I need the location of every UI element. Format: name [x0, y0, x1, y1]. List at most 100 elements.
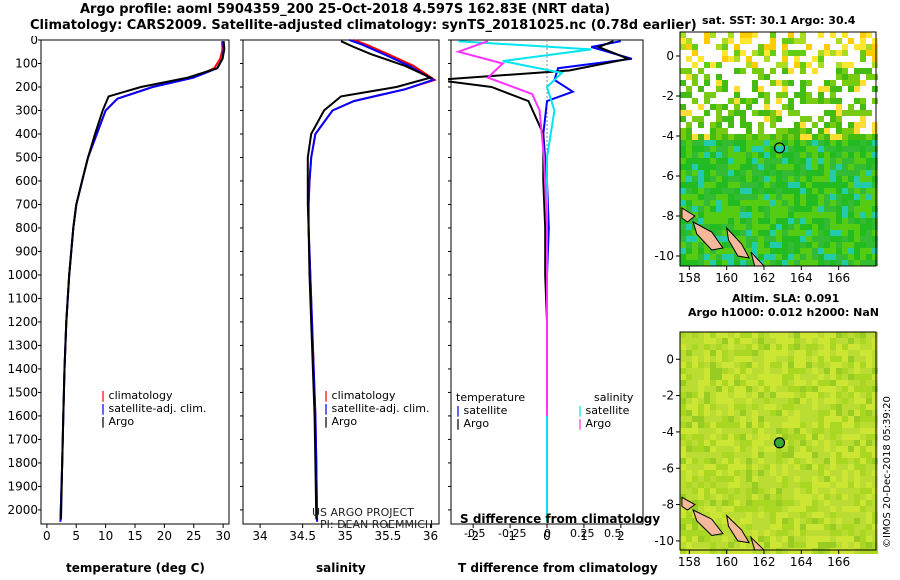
- map-cell: [758, 224, 764, 230]
- map-cell: [692, 146, 698, 152]
- map-cell: [704, 482, 710, 488]
- map-cell: [806, 236, 812, 242]
- depth-tick-label: 1800: [7, 456, 38, 470]
- map-cell: [860, 386, 866, 392]
- map-cell: [686, 236, 692, 242]
- map-cell: [842, 80, 848, 86]
- map-cell: [872, 62, 878, 68]
- map-cell: [824, 218, 830, 224]
- map-cell: [848, 332, 854, 338]
- map-cell: [848, 428, 854, 434]
- map-cell: [692, 176, 698, 182]
- map-cell: [758, 536, 764, 542]
- map-cell: [788, 536, 794, 542]
- map-cell: [824, 50, 830, 56]
- map-cell: [770, 338, 776, 344]
- map-cell: [872, 548, 878, 554]
- map-cell: [716, 368, 722, 374]
- map-cell: [770, 224, 776, 230]
- map-cell: [764, 458, 770, 464]
- map-cell: [854, 476, 860, 482]
- map-cell: [794, 230, 800, 236]
- map-cell: [704, 386, 710, 392]
- map-cell: [854, 224, 860, 230]
- map-cell: [680, 188, 686, 194]
- map-cell: [698, 476, 704, 482]
- map-cell: [698, 380, 704, 386]
- map-cell: [842, 140, 848, 146]
- map-cell: [812, 512, 818, 518]
- map-cell: [710, 428, 716, 434]
- map-cell: [698, 398, 704, 404]
- map-cell: [812, 470, 818, 476]
- map-cell: [800, 62, 806, 68]
- map-cell: [812, 464, 818, 470]
- map-cell: [752, 446, 758, 452]
- map-cell: [698, 488, 704, 494]
- map-cell: [704, 380, 710, 386]
- map-cell: [872, 56, 878, 62]
- map-cell: [806, 194, 812, 200]
- map-cell: [800, 446, 806, 452]
- map-cell: [686, 530, 692, 536]
- map-cell: [824, 80, 830, 86]
- map-cell: [746, 140, 752, 146]
- map-cell: [728, 536, 734, 542]
- map-cell: [704, 146, 710, 152]
- map-cell: [830, 194, 836, 200]
- map-cell: [752, 98, 758, 104]
- map-cell: [806, 44, 812, 50]
- map-cell: [758, 206, 764, 212]
- map-cell: [752, 428, 758, 434]
- map-cell: [794, 548, 800, 554]
- map-cell: [788, 374, 794, 380]
- map-cell: [764, 494, 770, 500]
- map-cell: [836, 494, 842, 500]
- map-cell: [812, 500, 818, 506]
- map-cell: [728, 374, 734, 380]
- map-cell: [728, 164, 734, 170]
- map-cell: [872, 332, 878, 338]
- map-cell: [692, 500, 698, 506]
- map-cell: [800, 404, 806, 410]
- map-cell: [842, 134, 848, 140]
- map-cell: [710, 458, 716, 464]
- map-cell: [770, 368, 776, 374]
- map-cell: [818, 206, 824, 212]
- map-cell: [752, 434, 758, 440]
- map-cell: [734, 50, 740, 56]
- map-cell: [782, 68, 788, 74]
- map-cell: [848, 374, 854, 380]
- map-cell: [740, 500, 746, 506]
- diff-series-3: [455, 40, 548, 416]
- map-cell: [758, 374, 764, 380]
- map-cell: [848, 488, 854, 494]
- map-cell: [776, 218, 782, 224]
- map-cell: [770, 524, 776, 530]
- map-cell: [818, 242, 824, 248]
- map-cell: [740, 206, 746, 212]
- map-cell: [698, 392, 704, 398]
- map-cell: [728, 98, 734, 104]
- map-cell: [710, 338, 716, 344]
- map-cell: [764, 476, 770, 482]
- map-cell: [836, 404, 842, 410]
- map-cell: [728, 338, 734, 344]
- map-cell: [686, 446, 692, 452]
- map-cell: [842, 224, 848, 230]
- map-cell: [728, 434, 734, 440]
- map-cell: [860, 32, 866, 38]
- map-cell: [860, 524, 866, 530]
- map-cell: [824, 380, 830, 386]
- map-cell: [782, 194, 788, 200]
- map-cell: [704, 356, 710, 362]
- map-cell: [854, 368, 860, 374]
- map-cell: [794, 452, 800, 458]
- map-cell: [734, 386, 740, 392]
- map-cell: [860, 530, 866, 536]
- map-cell: [806, 230, 812, 236]
- map-cell: [728, 260, 734, 266]
- map-cell: [812, 152, 818, 158]
- credit-project: US ARGO PROJECT: [312, 506, 414, 519]
- map-cell: [764, 512, 770, 518]
